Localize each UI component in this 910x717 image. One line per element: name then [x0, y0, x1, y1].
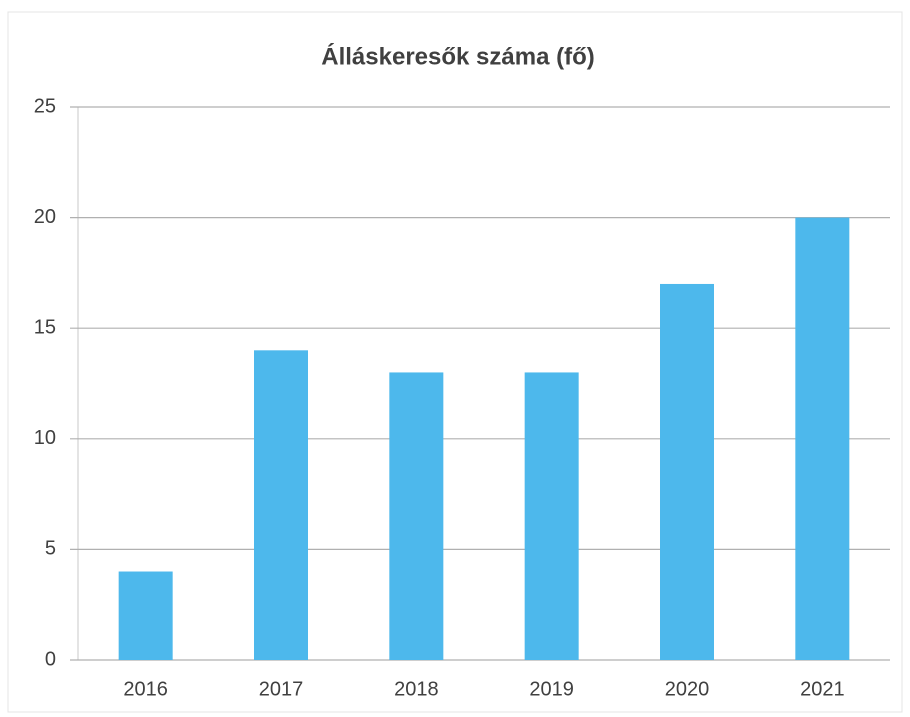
bar	[118, 571, 173, 660]
x-tick-label: 2016	[123, 678, 168, 700]
x-tick-label: 2018	[394, 678, 439, 700]
x-tick-label: 2017	[259, 678, 304, 700]
bar	[660, 283, 714, 660]
y-tick-label: 5	[45, 538, 56, 560]
y-tick-label: 10	[34, 427, 56, 449]
y-tick-label: 0	[45, 648, 56, 670]
bar	[254, 350, 308, 660]
chart-title: Álláskeresők száma (fő)	[321, 42, 594, 70]
y-tick-label: 25	[34, 95, 56, 117]
y-tick-label: 15	[34, 316, 56, 338]
bar	[524, 372, 579, 660]
x-tick-label: 2020	[665, 678, 710, 700]
y-tick-label: 20	[34, 206, 56, 228]
bar	[389, 372, 444, 660]
x-tick-label: 2019	[529, 678, 574, 700]
x-tick-label: 2021	[800, 678, 845, 700]
bar	[795, 217, 850, 660]
